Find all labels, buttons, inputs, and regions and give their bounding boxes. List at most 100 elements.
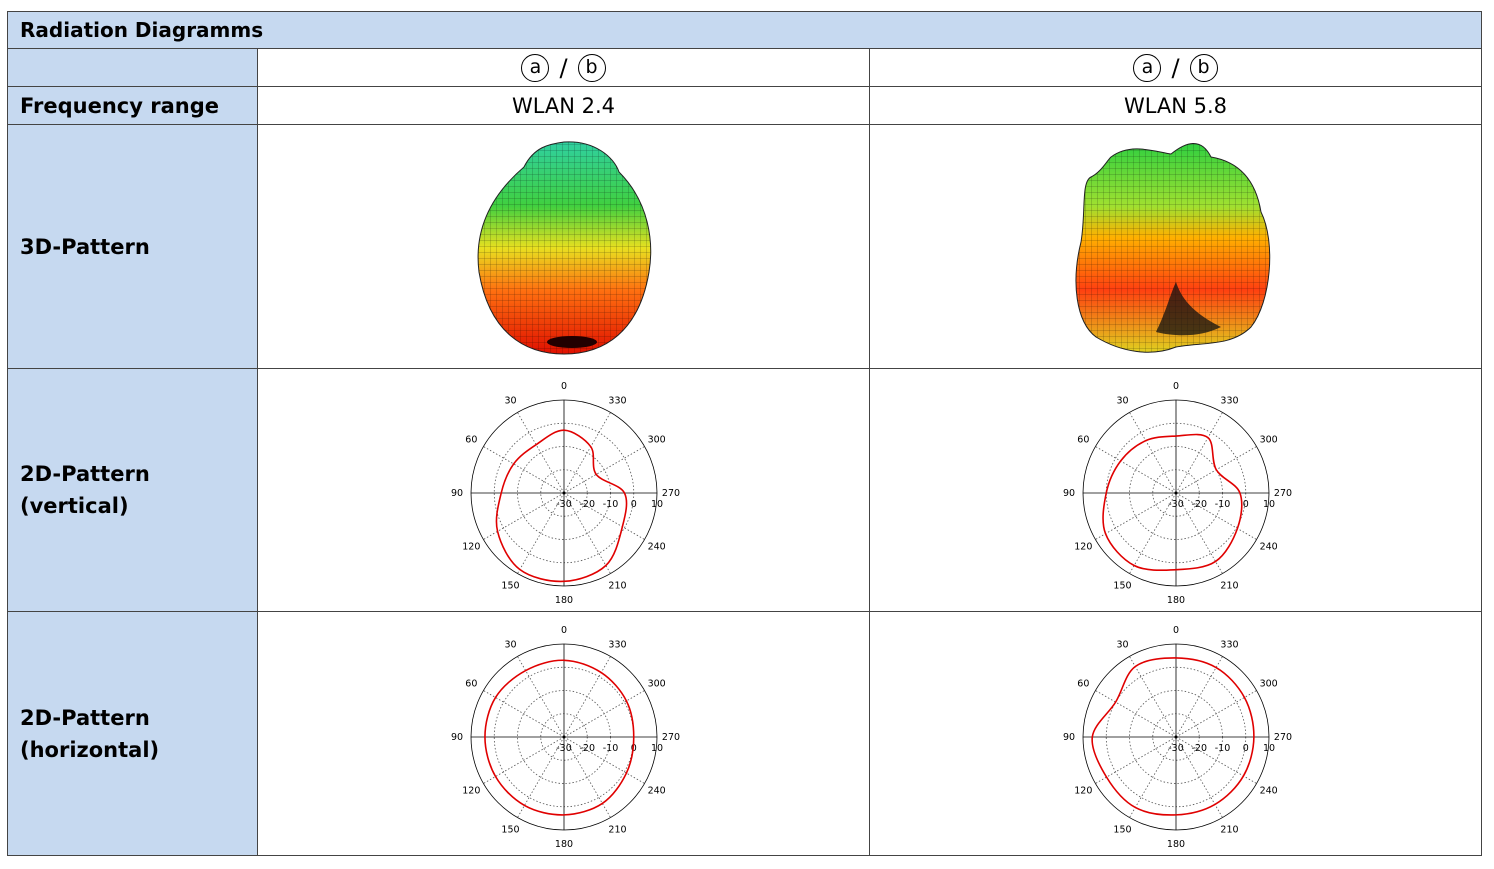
theta-tick-label: 210 [1220, 581, 1238, 592]
theta-tick-label: 330 [608, 395, 626, 406]
r-tick-label: 10 [650, 743, 662, 754]
theta-tick-label: 240 [647, 785, 665, 796]
row-label: 2D-Pattern (horizontal) [7, 611, 258, 856]
theta-tick-label: 180 [1166, 595, 1184, 606]
polar-chart: -30 -20 -10 0 100306090120150180210240270300… [1062, 625, 1291, 850]
grid-spoke [563, 736, 645, 784]
pattern-3d-cell [257, 124, 870, 369]
pattern-3d [1075, 142, 1270, 353]
theta-tick-label: 0 [560, 381, 566, 392]
grid-spoke [1175, 689, 1257, 737]
slash: / [1171, 53, 1180, 82]
pattern-3d [477, 140, 651, 355]
polar-cell: -30 -20 -10 0 10 0 30 60 90 120 150 180 210 240 270 300… [869, 368, 1482, 612]
theta-tick-label: 60 [1077, 678, 1089, 689]
variant-a: a [521, 53, 550, 82]
grid-spoke [1094, 446, 1176, 494]
theta-tick-label: 0 [1172, 625, 1178, 636]
theta-tick-label: 60 [1077, 435, 1089, 446]
pattern-curve [483, 658, 635, 816]
theta-tick-label: 90 [1062, 732, 1074, 743]
pattern-curve [1090, 656, 1255, 816]
grid-spoke [1094, 492, 1176, 540]
grid-spoke [563, 689, 645, 737]
grid-spoke [1128, 736, 1176, 818]
theta-tick-label: 150 [501, 581, 519, 592]
pole [546, 335, 597, 348]
theta-tick-label: 120 [462, 785, 480, 796]
theta-tick-label: 60 [465, 435, 477, 446]
theta-tick-label: 210 [1220, 824, 1238, 835]
r-tick-label: 0 [630, 499, 636, 510]
grid-spoke [1128, 655, 1176, 737]
theta-tick-label: 150 [1113, 824, 1131, 835]
grid-spoke [1175, 492, 1223, 574]
theta-tick-label: 240 [1259, 785, 1277, 796]
grid-spoke [1128, 492, 1176, 574]
polar-chart: -30 -20 -10 0 100306090120150180210240270300… [450, 381, 679, 606]
frequency: WLAN 5.8 [869, 86, 1482, 125]
grid-spoke [1175, 655, 1223, 737]
variant-a: a [1133, 53, 1162, 82]
r-tick-label: 0 [1242, 743, 1248, 754]
grid-spoke [1094, 689, 1176, 737]
radiation-table: Radiation Diagramms a / b a / b Frequency ra… [7, 11, 1482, 856]
theta-tick-label: 180 [554, 595, 572, 606]
theta-tick-label: 210 [608, 824, 626, 835]
theta-tick-label: 90 [1062, 488, 1074, 499]
theta-tick-label: 330 [1220, 639, 1238, 650]
theta-tick-label: 300 [1259, 435, 1277, 446]
r-tick-label: -20 [1191, 499, 1207, 510]
theta-tick-label: 0 [560, 625, 566, 636]
r-tick-label: 10 [650, 499, 662, 510]
theta-tick-label: 300 [647, 435, 665, 446]
theta-tick-label: 30 [504, 395, 516, 406]
grid-spoke [1128, 412, 1176, 494]
grid-spoke [516, 736, 564, 818]
theta-tick-label: 0 [1172, 381, 1178, 392]
theta-tick-label: 330 [608, 639, 626, 650]
theta-tick-label: 150 [501, 824, 519, 835]
theta-tick-label: 30 [1116, 395, 1128, 406]
pattern-3d-cell [869, 124, 1482, 369]
grid-spoke [482, 492, 564, 540]
r-tick-label: 10 [1262, 499, 1274, 510]
theta-tick-label: 240 [1259, 542, 1277, 553]
variant-b: b [1189, 53, 1218, 82]
pattern-curve [495, 429, 627, 583]
notch [1155, 281, 1221, 335]
grid-spoke [1175, 492, 1257, 540]
center-dot [1174, 491, 1177, 495]
theta-tick-label: 120 [462, 542, 480, 553]
empty-cell [7, 48, 258, 87]
grid-spoke [516, 492, 564, 574]
row-label: Frequency range [7, 86, 258, 125]
polar-cell: -30 -20 -10 0 10 0 30 60 90 120 150 180 210 240 270 300… [869, 611, 1482, 856]
theta-tick-label: 300 [1259, 678, 1277, 689]
theta-tick-label: 180 [554, 839, 572, 850]
theta-tick-label: 300 [647, 678, 665, 689]
theta-tick-label: 30 [504, 639, 516, 650]
center-dot [562, 491, 565, 495]
theta-tick-label: 270 [1273, 732, 1291, 743]
variant-cell: a / b [869, 48, 1482, 87]
grid-spoke [563, 412, 611, 494]
r-tick-label: -10 [602, 743, 618, 754]
slash: / [559, 53, 568, 82]
polar-chart: -30 -20 -10 0 100306090120150180210240270300… [450, 625, 679, 850]
r-tick-label: -10 [602, 499, 618, 510]
polar-chart: -30 -20 -10 0 100306090120150180210240270300… [1062, 381, 1291, 606]
grid-spoke [563, 655, 611, 737]
r-tick-label: -10 [1214, 743, 1230, 754]
r-tick-label: 0 [1242, 499, 1248, 510]
theta-tick-label: 270 [661, 488, 679, 499]
theta-tick-label: 60 [465, 678, 477, 689]
mesh [1075, 142, 1270, 352]
theta-tick-label: 90 [450, 732, 462, 743]
mesh [477, 141, 651, 354]
r-tick-label: 10 [1262, 743, 1274, 754]
row-label: 2D-Pattern (vertical) [7, 368, 258, 612]
theta-tick-label: 150 [1113, 581, 1131, 592]
theta-tick-label: 330 [1220, 395, 1238, 406]
